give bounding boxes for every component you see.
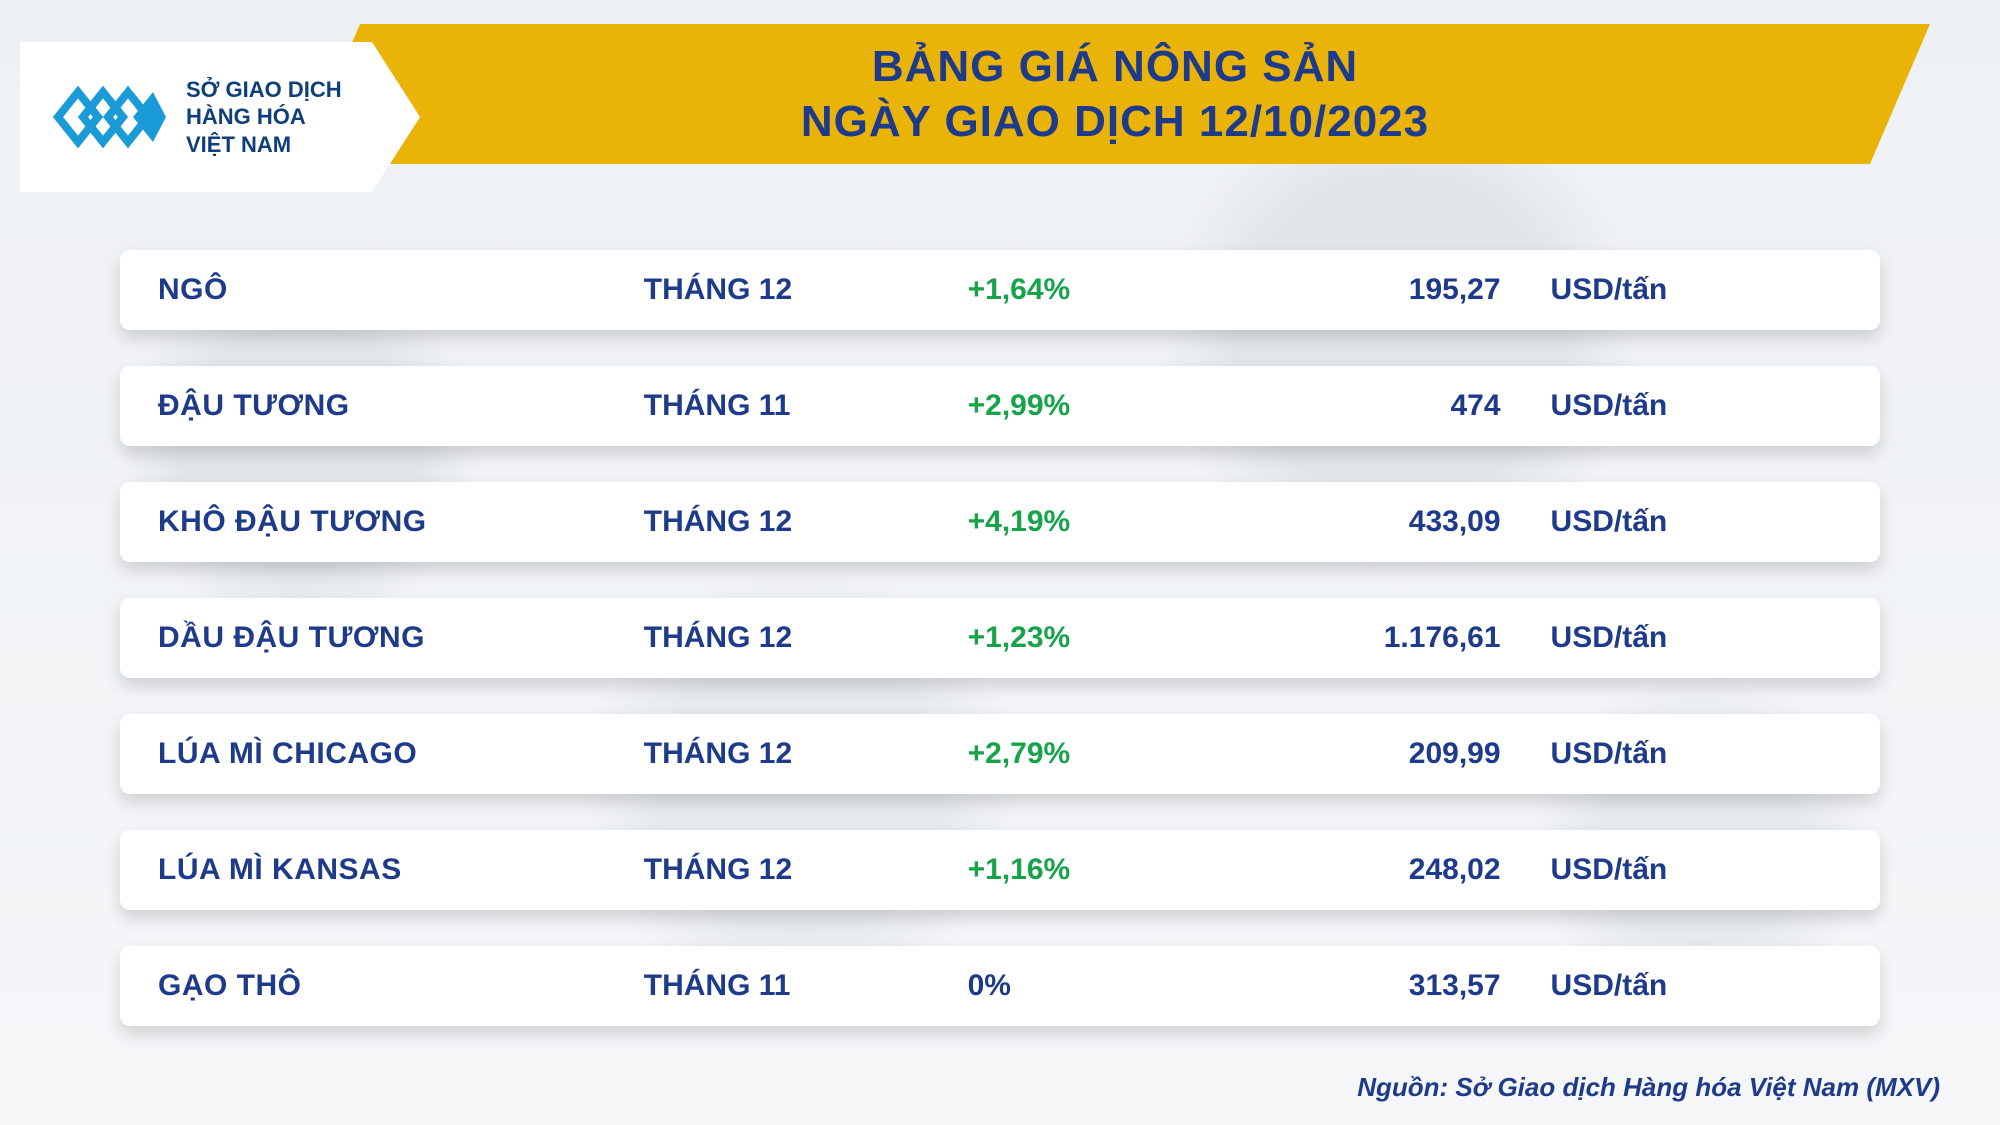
logo-text: SỞ GIAO DỊCH HÀNG HÓA VIỆT NAM xyxy=(186,76,342,159)
table-row: ĐẬU TƯƠNGTHÁNG 11+2,99%474USD/tấn xyxy=(120,366,1880,446)
commodity-name: DẦU ĐẬU TƯƠNG xyxy=(158,621,644,655)
contract-month: THÁNG 11 xyxy=(644,389,968,423)
price-unit: USD/tấn xyxy=(1551,969,1842,1003)
title-banner: BẢNG GIÁ NÔNG SẢN NGÀY GIAO DỊCH 12/10/2… xyxy=(300,24,1930,164)
logo-badge: SỞ GIAO DỊCH HÀNG HÓA VIỆT NAM xyxy=(20,42,420,192)
logo-line3: VIỆT NAM xyxy=(186,131,342,159)
price-unit: USD/tấn xyxy=(1551,505,1842,539)
commodity-name: LÚA MÌ KANSAS xyxy=(158,853,644,887)
price-value: 195,27 xyxy=(1259,273,1550,307)
table-row: NGÔTHÁNG 12+1,64%195,27USD/tấn xyxy=(120,250,1880,330)
price-unit: USD/tấn xyxy=(1551,273,1842,307)
title-line2: NGÀY GIAO DỊCH 12/10/2023 xyxy=(801,94,1429,149)
price-value: 1.176,61 xyxy=(1259,621,1550,655)
pct-change: +1,23% xyxy=(968,621,1259,655)
pct-change: +1,16% xyxy=(968,853,1259,887)
logo-line2: HÀNG HÓA xyxy=(186,103,342,131)
title-line1: BẢNG GIÁ NÔNG SẢN xyxy=(872,39,1358,94)
commodity-name: GẠO THÔ xyxy=(158,969,644,1003)
price-value: 433,09 xyxy=(1259,505,1550,539)
pct-change: +2,79% xyxy=(968,737,1259,771)
table-row: LÚA MÌ CHICAGOTHÁNG 12+2,79%209,99USD/tấ… xyxy=(120,714,1880,794)
source-footer: Nguồn: Sở Giao dịch Hàng hóa Việt Nam (M… xyxy=(1357,1072,1940,1103)
commodity-name: NGÔ xyxy=(158,273,644,307)
price-unit: USD/tấn xyxy=(1551,621,1842,655)
price-value: 248,02 xyxy=(1259,853,1550,887)
contract-month: THÁNG 11 xyxy=(644,969,968,1003)
price-value: 209,99 xyxy=(1259,737,1550,771)
commodity-name: KHÔ ĐẬU TƯƠNG xyxy=(158,505,644,539)
pct-change: +1,64% xyxy=(968,273,1259,307)
logo-icon xyxy=(48,77,168,157)
contract-month: THÁNG 12 xyxy=(644,853,968,887)
table-row: DẦU ĐẬU TƯƠNGTHÁNG 12+1,23%1.176,61USD/t… xyxy=(120,598,1880,678)
pct-change: +2,99% xyxy=(968,389,1259,423)
price-unit: USD/tấn xyxy=(1551,389,1842,423)
pct-change: +4,19% xyxy=(968,505,1259,539)
commodity-name: ĐẬU TƯƠNG xyxy=(158,389,644,423)
price-unit: USD/tấn xyxy=(1551,737,1842,771)
contract-month: THÁNG 12 xyxy=(644,505,968,539)
price-value: 313,57 xyxy=(1259,969,1550,1003)
table-row: GẠO THÔTHÁNG 110%313,57USD/tấn xyxy=(120,946,1880,1026)
contract-month: THÁNG 12 xyxy=(644,273,968,307)
header: BẢNG GIÁ NÔNG SẢN NGÀY GIAO DỊCH 12/10/2… xyxy=(0,24,2000,164)
contract-month: THÁNG 12 xyxy=(644,737,968,771)
commodity-name: LÚA MÌ CHICAGO xyxy=(158,737,644,771)
contract-month: THÁNG 12 xyxy=(644,621,968,655)
price-table: NGÔTHÁNG 12+1,64%195,27USD/tấnĐẬU TƯƠNGT… xyxy=(120,250,1880,1026)
price-value: 474 xyxy=(1259,389,1550,423)
table-row: LÚA MÌ KANSASTHÁNG 12+1,16%248,02USD/tấn xyxy=(120,830,1880,910)
price-unit: USD/tấn xyxy=(1551,853,1842,887)
pct-change: 0% xyxy=(968,969,1259,1003)
table-row: KHÔ ĐẬU TƯƠNGTHÁNG 12+4,19%433,09USD/tấn xyxy=(120,482,1880,562)
logo-line1: SỞ GIAO DỊCH xyxy=(186,76,342,104)
